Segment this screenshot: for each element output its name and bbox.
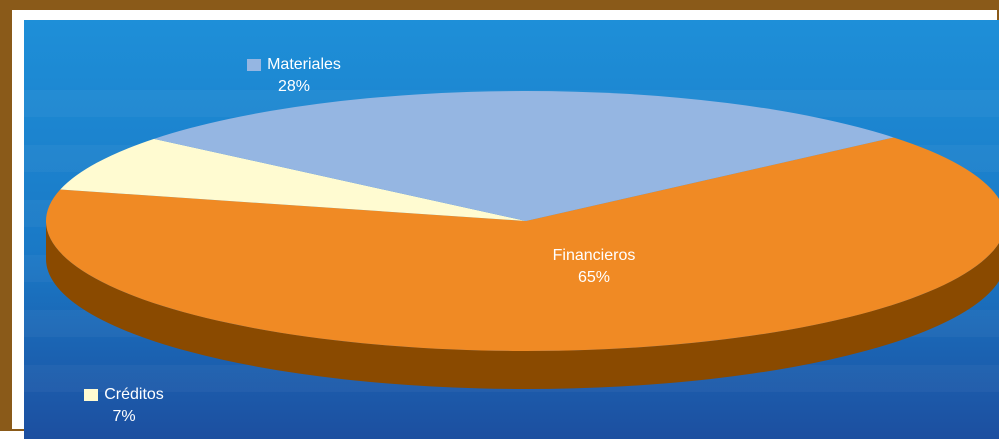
chart-plot-area: Materiales 28% Financieros 65% Créditos … [24, 20, 999, 439]
slice-percent-materiales: 28% [277, 78, 311, 95]
pie-chart [24, 20, 999, 439]
slice-label-financieros: Financieros 65% [504, 245, 684, 289]
pie-tops [46, 90, 999, 352]
pie-slice-materiales [154, 90, 894, 221]
pie-sides [46, 221, 999, 389]
slice-percent-financieros: 65% [577, 269, 611, 286]
pie-slice-financieros [46, 137, 999, 352]
slice-name-materiales: Materiales [267, 56, 341, 73]
legend-swatch-materiales [247, 59, 262, 71]
pie-slice-creditos [60, 138, 526, 221]
slice-label-creditos: Créditos 7% [54, 384, 194, 428]
slice-name-creditos: Créditos [104, 386, 164, 403]
slice-name-financieros: Financieros [552, 247, 636, 264]
slice-label-materiales: Materiales 28% [204, 54, 384, 98]
legend-swatch-creditos [84, 389, 99, 401]
pie-side-financieros [46, 221, 999, 389]
slice-percent-creditos: 7% [112, 408, 136, 425]
